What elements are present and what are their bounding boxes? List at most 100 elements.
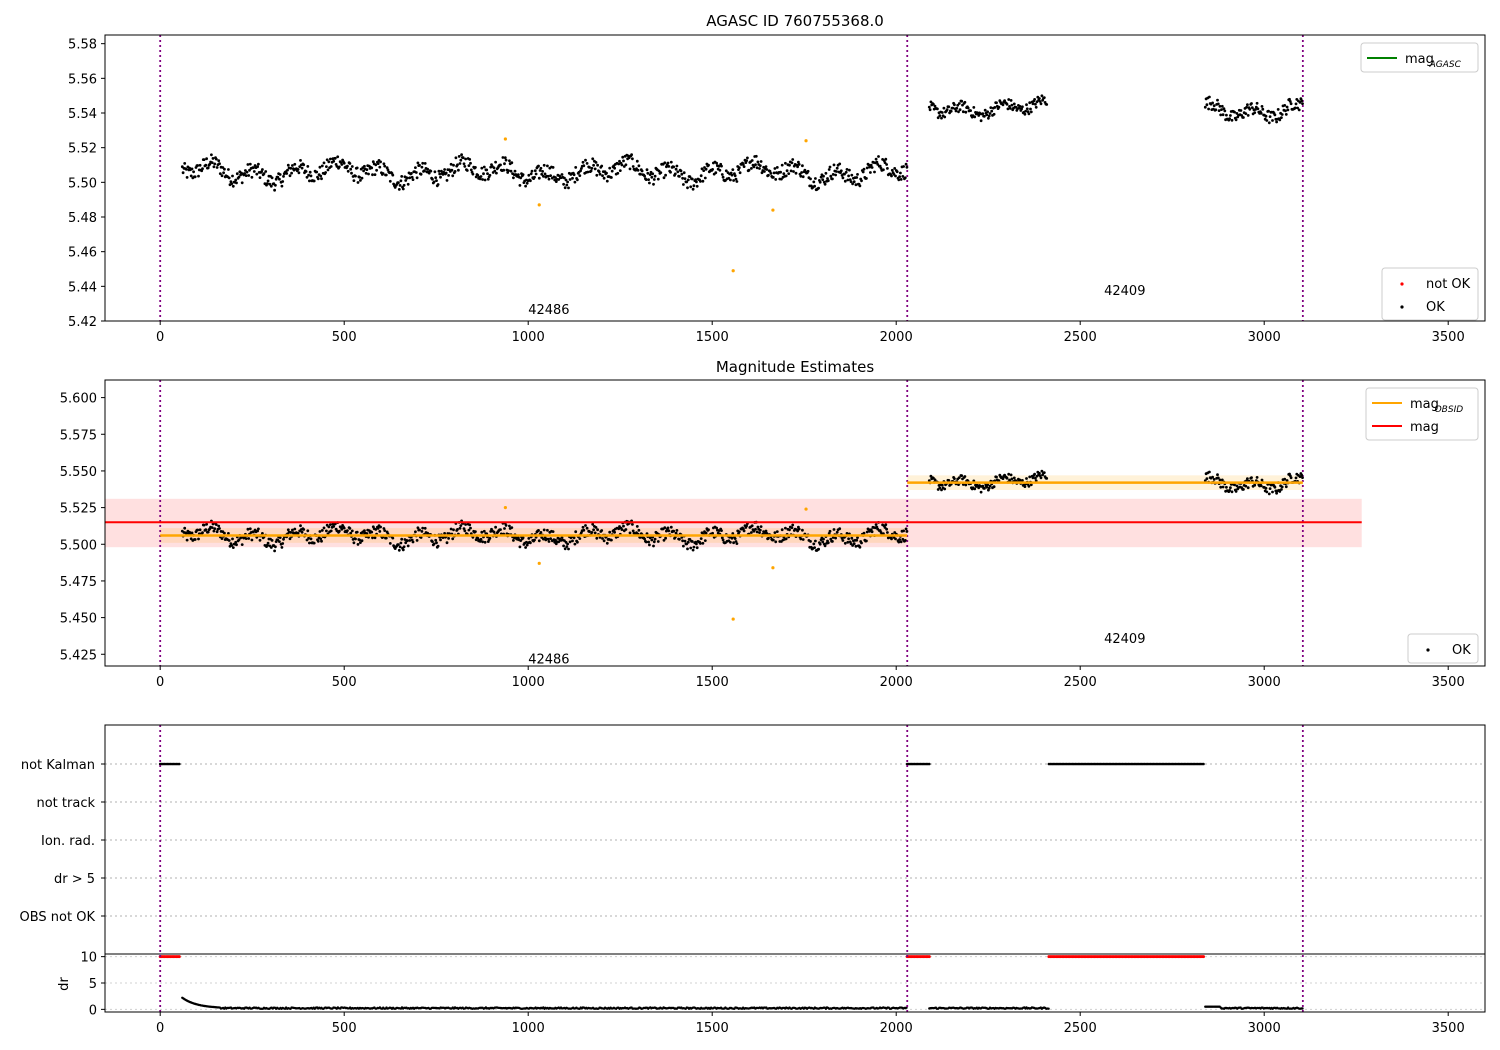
data-point-ok bbox=[720, 536, 724, 540]
data-point-ok bbox=[274, 545, 277, 549]
data-point-ok bbox=[597, 170, 601, 174]
data-point-ok bbox=[193, 175, 197, 179]
data-point-ok bbox=[348, 162, 352, 165]
data-point-ok bbox=[768, 169, 772, 173]
data-point-ok bbox=[750, 531, 753, 534]
data-point-ok bbox=[942, 106, 946, 110]
data-point-ok bbox=[1284, 485, 1288, 489]
data-point-ok bbox=[703, 176, 707, 180]
data-point-ok bbox=[1261, 107, 1265, 111]
data-point-ok bbox=[529, 179, 532, 183]
data-point-ok bbox=[927, 479, 931, 482]
data-point-ok bbox=[610, 538, 613, 542]
data-point-ok bbox=[822, 174, 825, 178]
data-point-ok bbox=[822, 537, 825, 541]
data-point-ok bbox=[537, 176, 541, 180]
data-point-ok bbox=[478, 177, 482, 181]
data-point-ok bbox=[956, 103, 960, 107]
data-point-ok bbox=[1255, 101, 1259, 105]
data-point-ok bbox=[1283, 477, 1287, 481]
data-point-ok bbox=[300, 166, 304, 170]
data-point-ok bbox=[602, 176, 606, 180]
data-point-ok bbox=[1250, 106, 1254, 109]
data-point-ok bbox=[421, 161, 425, 165]
data-point-ok bbox=[342, 526, 346, 530]
data-point-ok bbox=[652, 544, 655, 548]
data-point-ok bbox=[590, 531, 594, 534]
data-point-ok bbox=[893, 167, 897, 170]
data-point-ok bbox=[940, 111, 944, 114]
data-point-ok bbox=[682, 171, 686, 175]
data-point-ok bbox=[1259, 111, 1263, 115]
data-point-ok bbox=[1267, 121, 1271, 125]
data-point-ok bbox=[273, 188, 276, 192]
data-point-ok bbox=[576, 540, 579, 544]
data-point-ok bbox=[1228, 117, 1231, 120]
data-point-ok bbox=[584, 158, 587, 162]
legend-box bbox=[1407, 633, 1479, 664]
data-point-ok bbox=[460, 153, 463, 157]
data-point-ok bbox=[218, 162, 221, 166]
data-point-ok bbox=[479, 537, 483, 541]
data-point-ok bbox=[266, 179, 270, 183]
y-tick-label: 5.48 bbox=[68, 211, 97, 226]
x-tick-label: 1000 bbox=[512, 1021, 545, 1036]
data-point-ok bbox=[794, 171, 798, 175]
data-point-ok bbox=[579, 169, 582, 173]
data-point-ok bbox=[590, 166, 594, 170]
data-point-ok bbox=[220, 174, 224, 178]
data-point-ok bbox=[1280, 488, 1283, 491]
y-tick-label: 5.54 bbox=[68, 107, 97, 122]
data-point-ok bbox=[1038, 100, 1042, 103]
data-point-ok bbox=[429, 169, 433, 173]
data-point-ok bbox=[364, 171, 368, 175]
data-point-ok bbox=[563, 186, 567, 190]
data-point-ok bbox=[181, 171, 185, 175]
data-point-ok bbox=[278, 536, 282, 539]
data-point-ok bbox=[382, 162, 386, 166]
data-point-ok bbox=[650, 175, 654, 179]
data-point-ok bbox=[943, 115, 947, 119]
data-point-ok bbox=[905, 165, 909, 169]
data-point-ok bbox=[746, 156, 749, 160]
panel-1-frame bbox=[104, 34, 1486, 322]
data-point-ok bbox=[1288, 100, 1292, 103]
data-point-ok bbox=[230, 182, 234, 186]
data-point-ok bbox=[1033, 98, 1036, 101]
data-point-ok bbox=[1286, 108, 1290, 112]
data-point-ok bbox=[518, 545, 522, 549]
data-point-ok bbox=[672, 165, 676, 169]
data-point-ok bbox=[954, 109, 958, 113]
data-point-ok bbox=[849, 180, 853, 184]
data-point-ok bbox=[957, 102, 961, 105]
data-point-ok bbox=[1296, 106, 1299, 110]
data-point-ok bbox=[809, 177, 812, 181]
data-point-ok bbox=[503, 527, 506, 530]
data-point-ok bbox=[476, 536, 480, 540]
data-point-ok bbox=[600, 164, 604, 168]
dr-tick-label: 5 bbox=[89, 977, 97, 992]
data-point-ok bbox=[230, 544, 234, 547]
data-point-ok bbox=[1040, 469, 1044, 473]
data-point-ok bbox=[605, 541, 609, 545]
data-point-ok bbox=[1228, 489, 1231, 492]
data-point-ok bbox=[192, 170, 196, 174]
data-point-ok bbox=[635, 525, 639, 528]
data-point-ok bbox=[486, 177, 490, 181]
data-point-ok bbox=[269, 184, 273, 188]
x-tick-label: 2500 bbox=[1064, 330, 1097, 345]
data-point-ok bbox=[1034, 105, 1038, 109]
data-point-ok bbox=[406, 182, 410, 186]
data-point-ok bbox=[669, 160, 673, 164]
data-point-ok bbox=[817, 547, 820, 551]
data-point-ok bbox=[342, 161, 346, 165]
data-point-ok bbox=[1265, 490, 1269, 494]
data-point-ok bbox=[352, 179, 356, 183]
data-point-ok bbox=[988, 112, 992, 115]
data-point-ok bbox=[567, 186, 570, 190]
data-point-ok bbox=[818, 180, 822, 184]
data-point-ok bbox=[1005, 102, 1009, 106]
data-point-ok bbox=[300, 530, 304, 534]
data-point-ok bbox=[481, 178, 484, 181]
data-point-ok bbox=[1031, 102, 1035, 106]
